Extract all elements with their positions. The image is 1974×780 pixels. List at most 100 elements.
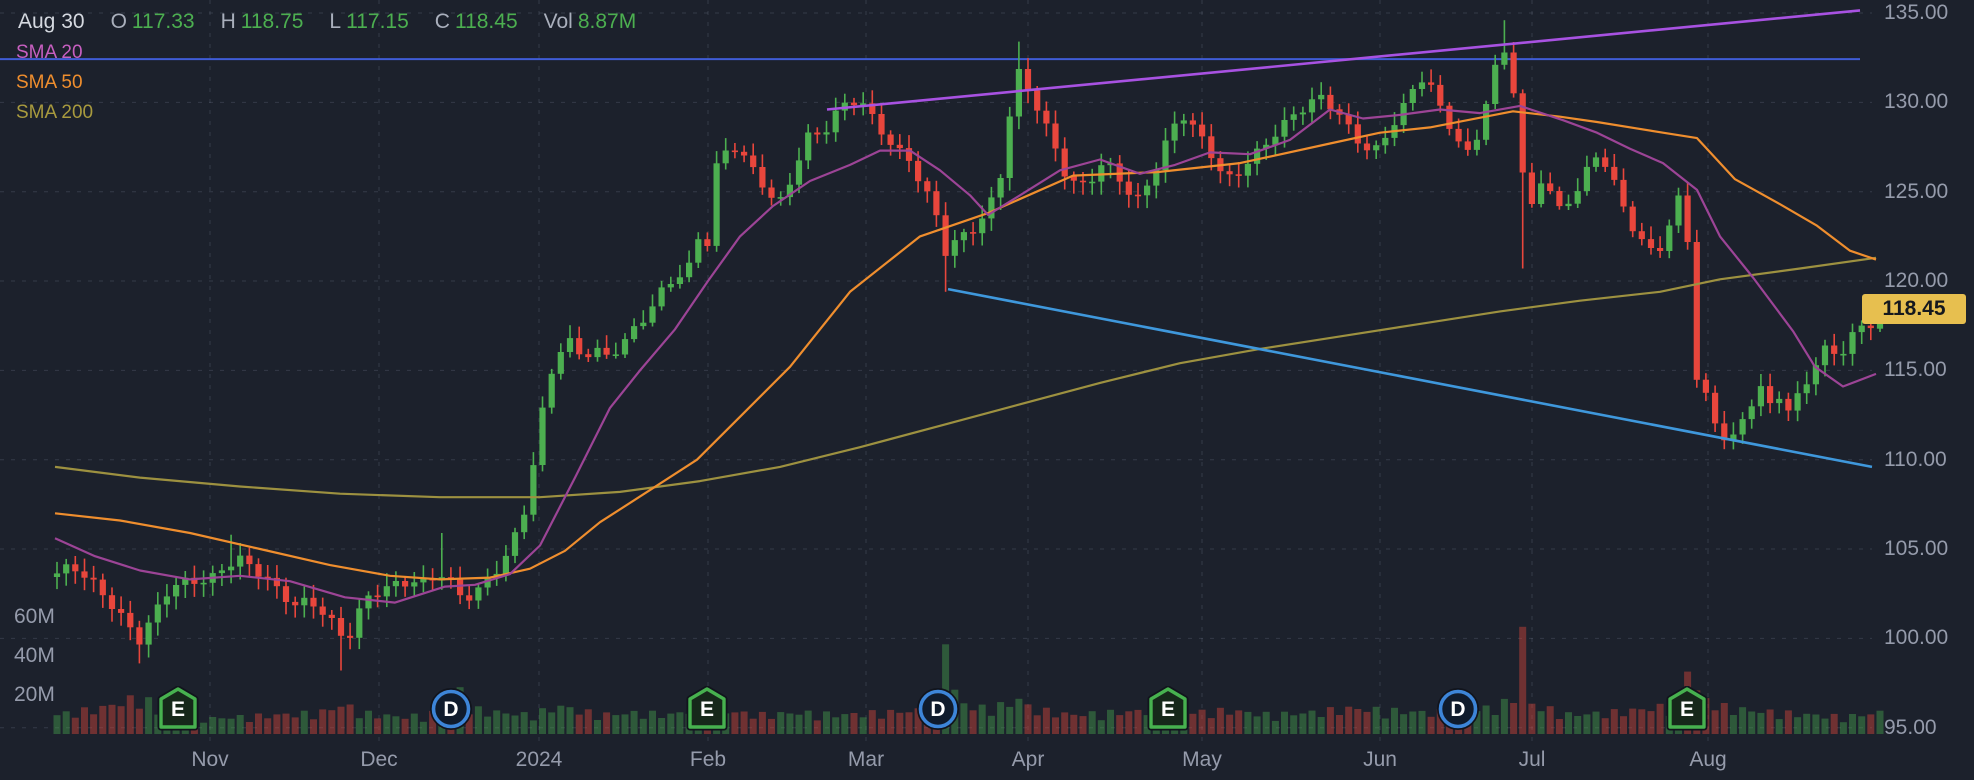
volume-bar <box>1482 705 1490 734</box>
volume-bar <box>868 710 876 734</box>
volume-bar <box>1565 712 1572 734</box>
candle <box>750 143 757 175</box>
volume-bar <box>603 712 611 734</box>
candle <box>1308 87 1316 123</box>
last-price-badge: 118.45 <box>1862 294 1966 324</box>
candle <box>1272 124 1279 156</box>
candle <box>1015 41 1022 130</box>
ascending-trendline[interactable] <box>826 9 1861 111</box>
candle <box>1144 179 1151 209</box>
earnings-badge-icon: E <box>1147 685 1189 731</box>
candle <box>667 276 674 292</box>
volume-bar <box>1784 710 1792 734</box>
candle <box>108 587 116 622</box>
candle <box>200 570 207 597</box>
candle <box>1116 155 1123 195</box>
candle <box>759 154 766 195</box>
time-axis[interactable]: Nov Dec 2024 Feb Mar Apr May Jun Jul Aug <box>0 742 1974 780</box>
candle <box>1702 373 1709 402</box>
volume-bar <box>539 708 546 734</box>
candle <box>337 606 345 671</box>
candle <box>695 232 702 268</box>
candle <box>979 205 986 246</box>
candle <box>1602 148 1609 172</box>
earnings-badge[interactable]: E <box>685 685 729 732</box>
candle <box>1574 178 1581 208</box>
candle <box>466 584 473 610</box>
sma50-line[interactable] <box>54 110 1877 581</box>
time-axis-label-dec: Dec <box>360 748 398 771</box>
candle <box>511 527 519 564</box>
candle <box>777 191 784 206</box>
sma200-line[interactable] <box>54 256 1877 499</box>
candle <box>319 597 326 627</box>
volume-bar <box>108 704 116 734</box>
volume-bar <box>236 715 244 734</box>
candle <box>1199 112 1206 149</box>
volume-bar <box>1281 711 1288 734</box>
dividend-badge[interactable]: D <box>1436 686 1480 732</box>
volume-bar <box>649 710 656 734</box>
candle <box>328 610 335 630</box>
candle <box>136 620 143 664</box>
candle <box>594 339 601 362</box>
candle <box>530 452 537 522</box>
volume-bar <box>1583 714 1591 734</box>
price-axis[interactable]: 135.00 130.00 125.00 120.00 115.00 110.00 105.… <box>1860 0 1974 742</box>
earnings-badge[interactable]: E <box>1146 685 1190 732</box>
candle <box>786 173 793 206</box>
volume-bar <box>777 712 785 734</box>
sma20-line[interactable] <box>54 104 1877 604</box>
volume-axis-label: 40M <box>14 644 55 667</box>
dividend-badge-icon: D <box>430 688 472 730</box>
earnings-badge[interactable]: E <box>1665 685 1709 732</box>
volume-bar <box>621 714 629 734</box>
volume-bar <box>1537 711 1545 734</box>
volume-bar <box>1400 714 1408 734</box>
dividend-badge[interactable]: D <box>916 686 960 732</box>
sma200-label[interactable]: SMA 200 <box>16 102 94 123</box>
candle <box>209 565 216 596</box>
volume-bar <box>520 712 528 734</box>
candle <box>1767 373 1774 414</box>
volume-bar <box>896 712 904 734</box>
legend-open: O 117.33 <box>110 10 195 33</box>
sma20-label[interactable]: SMA 20 <box>16 42 83 63</box>
candle <box>676 264 683 289</box>
candle <box>869 90 876 125</box>
volume-bar <box>1473 711 1481 734</box>
volume-bar <box>1812 714 1820 734</box>
candle <box>356 599 363 650</box>
legend-volume: Vol 8.87M <box>543 10 637 33</box>
volume-bar <box>493 710 501 734</box>
volume-bar <box>117 706 125 734</box>
candle <box>1254 141 1261 176</box>
volume-bar <box>905 712 913 734</box>
candle <box>145 615 152 658</box>
volume-bar <box>227 718 235 734</box>
volume-bar <box>1134 709 1142 734</box>
candle <box>191 565 198 597</box>
candle <box>237 543 244 580</box>
candle <box>90 565 97 593</box>
volume-bar <box>1720 703 1728 734</box>
dividend-badge[interactable]: D <box>429 686 473 732</box>
gridlines <box>0 0 1872 742</box>
volume-bar <box>1235 710 1243 734</box>
volume-bar <box>1262 711 1270 734</box>
volume-bar <box>346 704 354 734</box>
earnings-badge[interactable]: E <box>156 685 200 732</box>
candle <box>1849 323 1856 366</box>
volume-bar <box>1391 707 1398 734</box>
candle <box>1812 357 1819 396</box>
descending-trendline[interactable] <box>947 287 1873 469</box>
candle <box>255 558 262 590</box>
sma50-label[interactable]: SMA 50 <box>16 72 83 93</box>
volume-bar <box>484 716 492 734</box>
candle <box>942 202 949 292</box>
volume-bar <box>1143 715 1151 734</box>
volume-bar <box>209 717 217 734</box>
candle <box>1052 110 1059 162</box>
candle <box>1299 106 1306 125</box>
